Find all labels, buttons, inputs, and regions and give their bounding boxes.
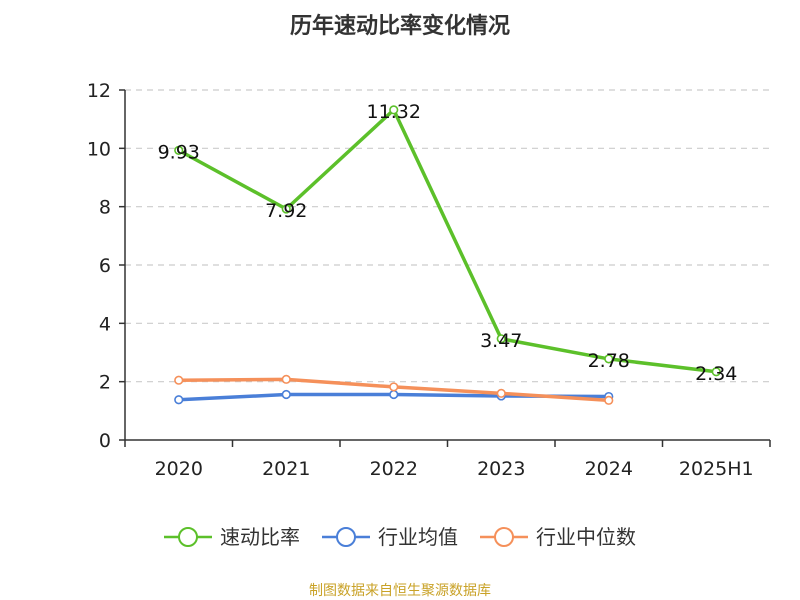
y-tick-label: 4 — [99, 313, 111, 335]
y-tick-label: 8 — [99, 197, 111, 219]
series-line — [177, 108, 717, 374]
data-point — [496, 334, 506, 344]
y-tick-label: 6 — [99, 255, 111, 277]
legend-label: 行业中位数 — [536, 525, 636, 549]
data-point — [281, 204, 291, 214]
data-point — [174, 395, 184, 405]
x-tick-label: 2023 — [477, 458, 525, 480]
chart-title: 历年速动比率变化情况 — [289, 14, 510, 39]
data-label: 3.47 — [480, 330, 522, 352]
legend-symbol-marker — [494, 527, 514, 547]
x-tick-label: 2025H1 — [679, 458, 754, 480]
legend-symbol-marker — [178, 527, 198, 547]
x-tick-label: 2020 — [155, 458, 203, 480]
legend-symbol-marker — [336, 527, 356, 547]
data-point — [389, 105, 399, 115]
y-tick-label: 0 — [99, 430, 111, 452]
data-point — [174, 145, 184, 155]
x-tick-label: 2021 — [262, 458, 310, 480]
data-point — [496, 388, 506, 398]
x-tick-label: 2022 — [370, 458, 418, 480]
data-point — [604, 395, 614, 405]
data-label: 7.92 — [265, 200, 307, 222]
y-tick-label: 2 — [99, 372, 111, 394]
y-tick-label: 12 — [87, 80, 111, 102]
data-point — [389, 382, 399, 392]
legend-label: 速动比率 — [220, 525, 300, 549]
data-point — [711, 367, 721, 377]
data-label: 11.32 — [367, 101, 421, 123]
data-point — [389, 389, 399, 400]
legend-label: 行业均值 — [378, 525, 458, 549]
data-label: 2.78 — [588, 350, 630, 372]
data-label: 9.93 — [158, 141, 200, 163]
x-tick-label: 2024 — [585, 458, 633, 480]
data-point — [604, 354, 614, 364]
data-point — [281, 389, 291, 400]
y-tick-label: 10 — [87, 138, 111, 160]
data-point — [174, 375, 184, 385]
source-note: 制图数据来自恒生聚源数据库 — [309, 583, 491, 599]
data-label: 2.34 — [695, 363, 737, 385]
data-point — [281, 374, 291, 384]
